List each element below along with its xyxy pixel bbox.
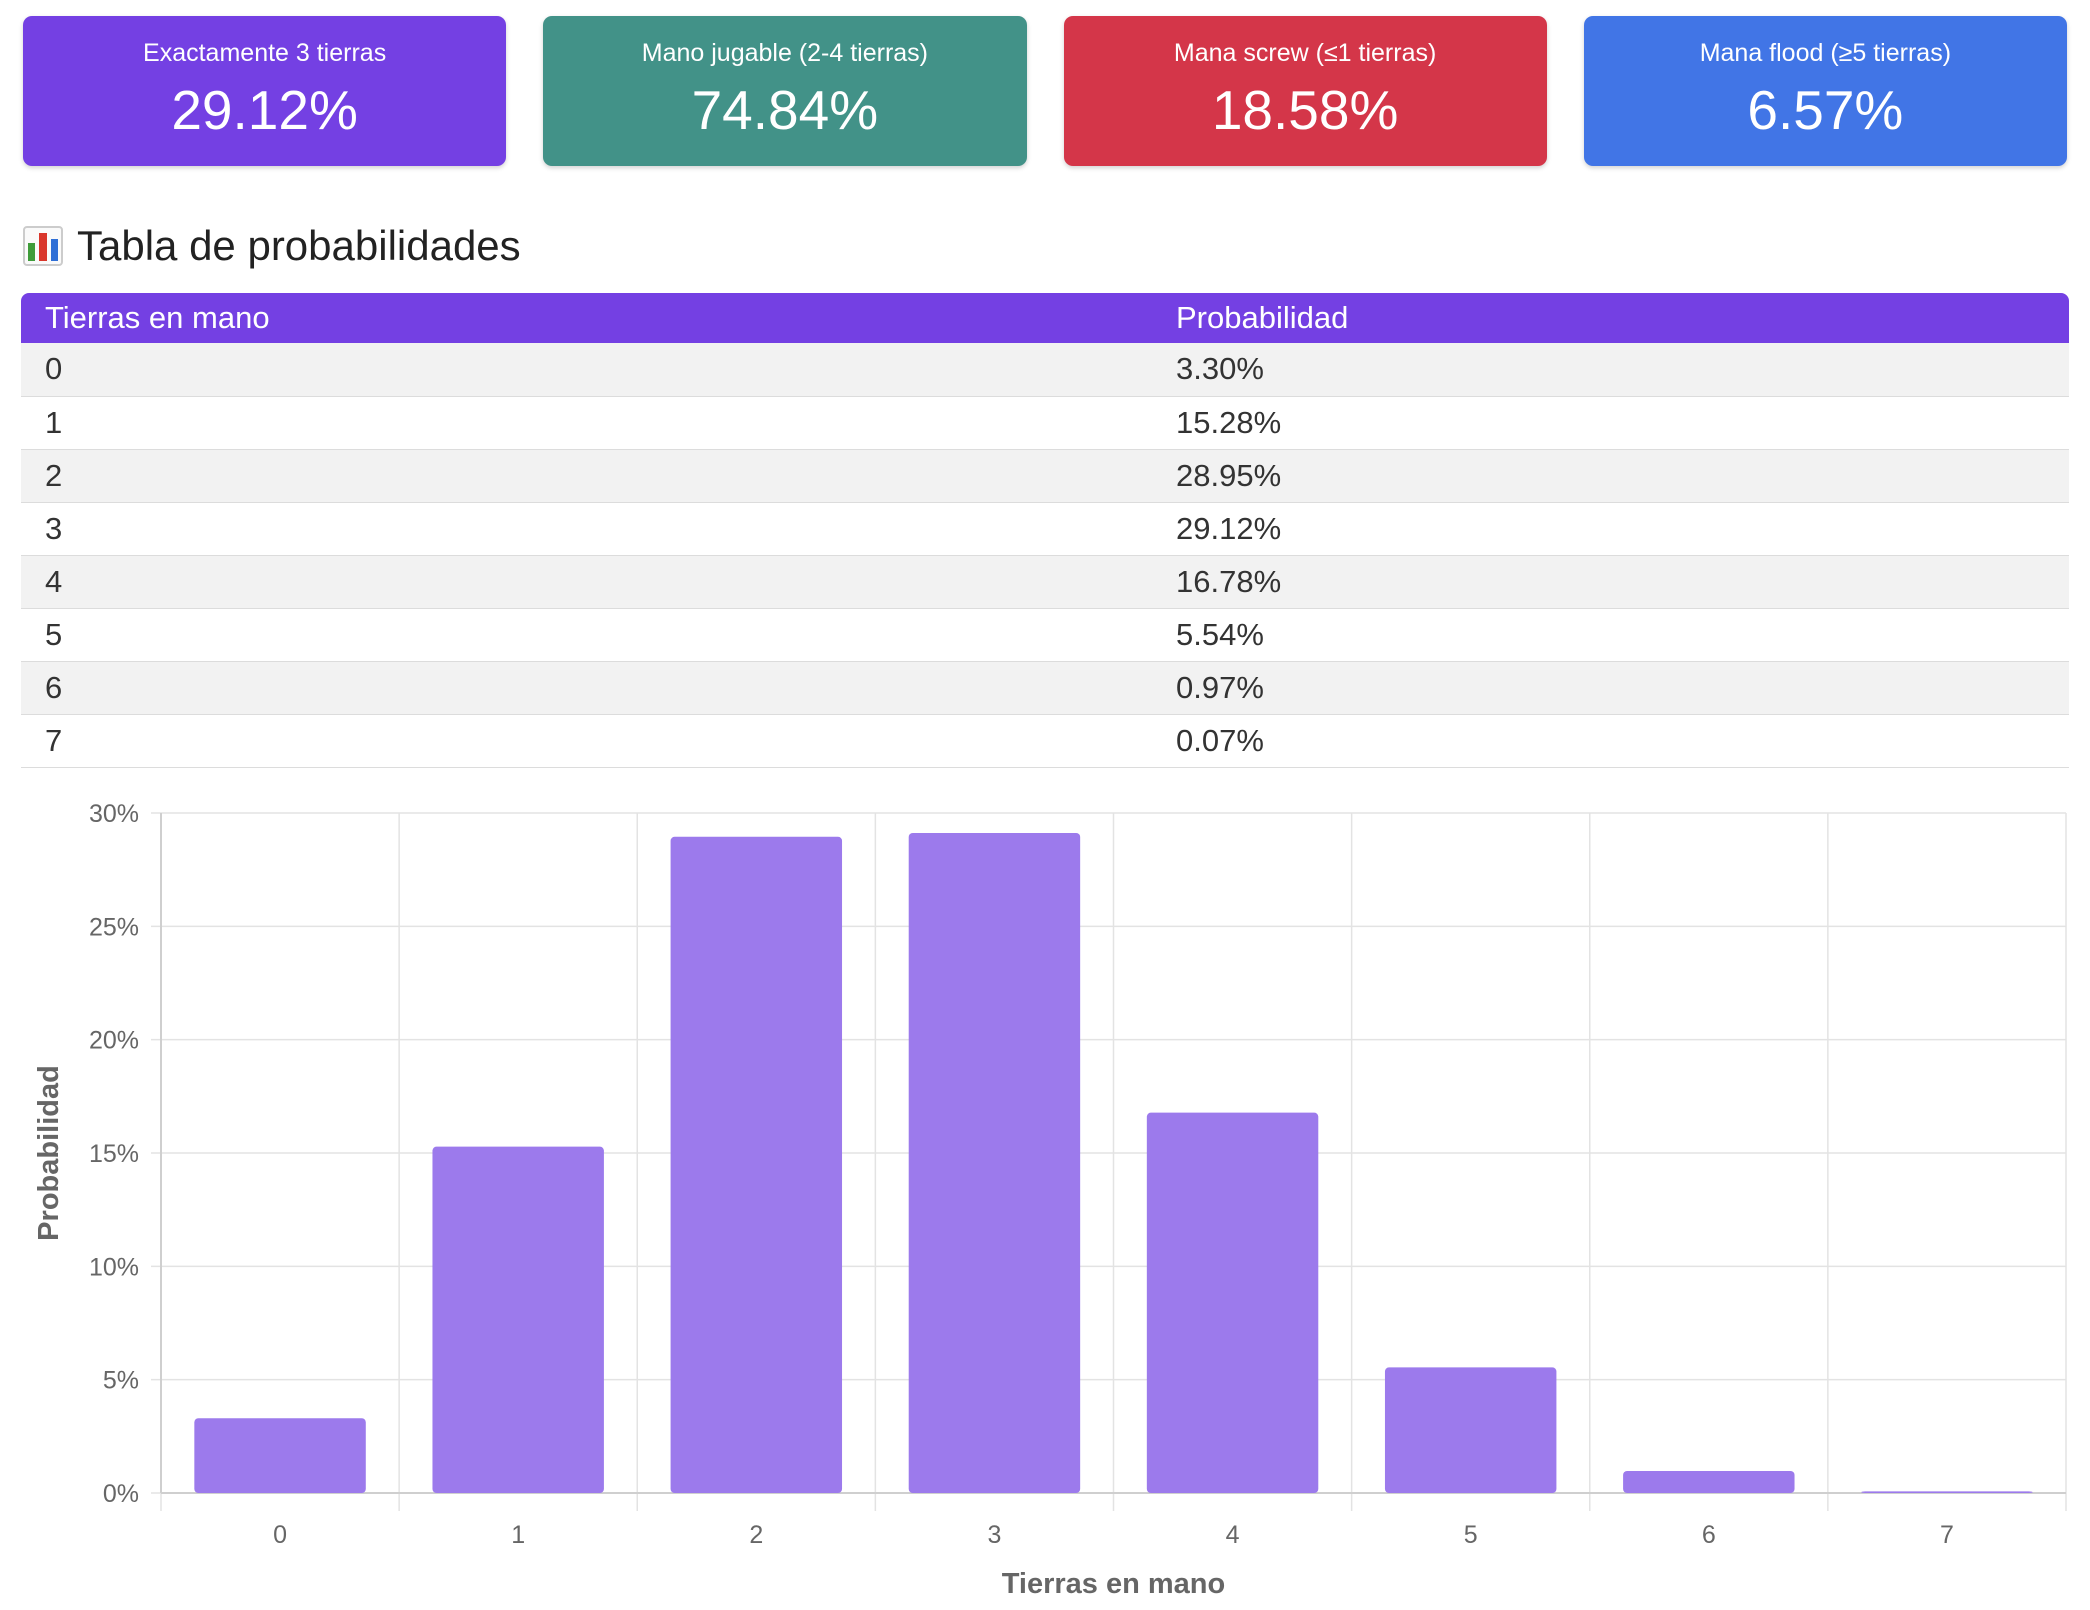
x-axis-title: Tierras en mano [1002, 1568, 1226, 1600]
probability-cell: 16.78% [1152, 555, 2069, 609]
bar-5 [1384, 1367, 1557, 1493]
card-value: 74.84% [691, 79, 879, 141]
table-row: 5 5.54% [21, 608, 2069, 662]
bar-0 [194, 1418, 366, 1493]
probability-table: Tierras en mano Probabilidad 0 3.30% 1 15.… [21, 293, 2069, 768]
lands-cell: 0 [21, 343, 1152, 397]
probability-cell: 0.97% [1152, 661, 2069, 715]
x-tick-label: 3 [987, 1521, 1001, 1549]
probability-bar-chart: 0% 5% 10% 15% 20% 25% 30% 0 1 2 3 4 5 6 7 Tierras en ma… [33, 800, 2067, 1600]
bar-3 [908, 832, 1081, 1493]
y-tick-label: 0% [103, 1480, 139, 1508]
probability-cell: 0.07% [1152, 714, 2069, 768]
y-tick-label: 10% [89, 1253, 139, 1281]
table-row: 1 15.28% [21, 396, 2069, 450]
lands-cell: 2 [21, 449, 1152, 503]
lands-cell: 3 [21, 502, 1152, 556]
probability-cell: 29.12% [1152, 502, 2069, 556]
y-axis-title: Probabilidad [33, 1065, 65, 1241]
bar-6 [1623, 1471, 1795, 1493]
probability-cell: 3.30% [1152, 343, 2069, 397]
x-tick-label: 1 [511, 1521, 525, 1549]
x-tick-label: 0 [273, 1521, 287, 1549]
y-tick-label: 20% [89, 1027, 139, 1055]
probability-cell: 28.95% [1152, 449, 2069, 503]
lands-cell: 1 [21, 396, 1152, 450]
y-tick-label: 15% [89, 1140, 139, 1168]
y-tick-label: 5% [103, 1367, 139, 1395]
bar-7 [1861, 1491, 2033, 1493]
table-row: 6 0.97% [21, 661, 2069, 715]
section-heading: Tabla de probabilidades [23, 218, 521, 274]
table-row: 4 16.78% [21, 555, 2069, 609]
lands-cell: 6 [21, 661, 1152, 715]
summary-cards: Exactamente 3 tierras 29.12% Mano jugabl… [23, 16, 2067, 166]
table-header-row: Tierras en mano Probabilidad [21, 293, 2069, 343]
x-tick-label: 5 [1464, 1521, 1478, 1549]
card-value: 18.58% [1211, 79, 1399, 141]
card-playable-hand: Mano jugable (2-4 tierras) 74.84% [543, 16, 1027, 166]
lands-cell: 4 [21, 555, 1152, 609]
card-label: Exactamente 3 tierras [143, 39, 387, 67]
card-exactly-3-lands: Exactamente 3 tierras 29.12% [23, 16, 507, 166]
probability-cell: 15.28% [1152, 396, 2069, 450]
card-value: 6.57% [1747, 79, 1904, 141]
x-tick-label: 6 [1702, 1521, 1716, 1549]
x-tick-label: 7 [1940, 1521, 1954, 1549]
lands-cell: 5 [21, 608, 1152, 662]
table-row: 7 0.07% [21, 714, 2069, 768]
table-row: 3 29.12% [21, 502, 2069, 556]
y-tick-label: 30% [89, 800, 139, 828]
table-row: 0 3.30% [21, 343, 2069, 397]
card-value: 29.12% [171, 79, 358, 141]
bar-1 [432, 1146, 604, 1493]
card-label: Mana flood (≥5 tierras) [1699, 39, 1952, 67]
bar-4 [1146, 1112, 1319, 1493]
x-tick-label: 4 [1226, 1521, 1240, 1549]
probability-cell: 5.54% [1152, 608, 2069, 662]
bar-2 [670, 836, 843, 1493]
section-title: Tabla de probabilidades [77, 222, 521, 269]
y-tick-label: 25% [89, 913, 139, 941]
card-label: Mana screw (≤1 tierras) [1173, 39, 1437, 67]
bar-chart-icon [23, 226, 63, 266]
lands-cell: 7 [21, 714, 1152, 768]
card-mana-screw: Mana screw (≤1 tierras) 18.58% [1063, 16, 1547, 166]
table-row: 2 28.95% [21, 449, 2069, 503]
column-header-probability: Probabilidad [1176, 300, 1349, 335]
column-header-lands: Tierras en mano [45, 300, 270, 335]
card-mana-flood: Mana flood (≥5 tierras) 6.57% [1583, 16, 2067, 166]
x-tick-label: 2 [749, 1521, 763, 1549]
card-label: Mano jugable (2-4 tierras) [641, 39, 928, 67]
